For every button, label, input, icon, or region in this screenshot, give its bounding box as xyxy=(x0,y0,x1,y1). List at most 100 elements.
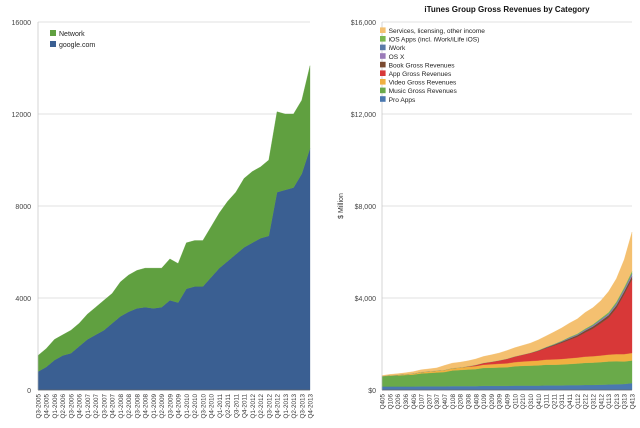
c1-xtick-label: Q207 xyxy=(426,394,433,410)
c0-xtick-label: Q2-2007 xyxy=(93,394,100,419)
c0-legend-swatch xyxy=(50,30,56,36)
c1-legend-swatch xyxy=(380,44,386,51)
c1-legend-swatch xyxy=(380,79,386,85)
c0-ytick-label: 12000 xyxy=(12,112,32,119)
c1-xtick-label: Q111 xyxy=(544,394,551,409)
c1-xtick-label: Q112 xyxy=(575,394,582,409)
c1-xtick-label: Q113 xyxy=(606,394,613,409)
c0-xtick-label: Q4-2013 xyxy=(308,394,315,419)
c1-xtick-label: Q209 xyxy=(489,394,496,410)
c1-xtick-label: Q313 xyxy=(622,394,629,410)
c1-xtick-label: Q409 xyxy=(505,394,512,410)
c0-xtick-label: Q4-2012 xyxy=(275,394,282,419)
c0-xtick-label: Q3-2005 xyxy=(36,394,43,419)
c0-legend-label: Network xyxy=(59,31,85,38)
c0-xtick-label: Q2-2013 xyxy=(291,394,298,419)
c0-xtick-label: Q3-2011 xyxy=(233,394,240,419)
c0-xtick-label: Q4-2011 xyxy=(242,394,249,419)
c1-legend-label: Music Gross Revenues xyxy=(389,88,458,95)
c0-ytick-label: 0 xyxy=(27,388,31,395)
c1-legend-label: iWork xyxy=(389,45,406,52)
c1-xtick-label: Q411 xyxy=(567,394,574,409)
c0-xtick-label: Q1-2013 xyxy=(283,394,290,419)
c0-xtick-label: Q1-2009 xyxy=(151,394,158,419)
c1-xtick-label: Q410 xyxy=(536,394,543,410)
c1-legend-label: Book Gross Revenues xyxy=(389,62,456,69)
c1-ytick-label: $12,000 xyxy=(351,112,376,119)
c1-xtick-label: Q107 xyxy=(419,394,426,410)
c0-xtick-label: Q4-2010 xyxy=(209,394,216,419)
c1-legend-swatch xyxy=(380,61,386,68)
c1-ytick-label: $4,000 xyxy=(355,296,377,303)
c1-xtick-label: Q311 xyxy=(559,394,566,409)
c1-xtick-label: Q309 xyxy=(497,394,504,410)
chart-google-revenue: 0 4000 8000 12000 16000 Q3-2005 Q4-2005 Q1-2006… xyxy=(12,20,315,419)
c1-ytick-label: $0 xyxy=(368,388,376,395)
c1-xtick-label: Q109 xyxy=(481,394,488,410)
c0-ytick-label: 8000 xyxy=(15,204,31,211)
c0-xtick-label: Q2-2010 xyxy=(192,394,199,419)
c0-xtick-label: Q1-2010 xyxy=(184,394,191,419)
c0-xtick-label: Q3-2006 xyxy=(68,394,75,419)
c0-xtick-label: Q3-2010 xyxy=(200,394,207,419)
c0-area-network xyxy=(37,65,311,372)
c0-xtick-label: Q3-2007 xyxy=(101,394,108,419)
c1-chart-title: iTunes Group Gross Revenues by Category xyxy=(424,5,590,14)
c0-xtick-label: Q2-2012 xyxy=(258,394,265,419)
c1-xtick-label: Q412 xyxy=(598,394,605,410)
c0-legend-label: google.com xyxy=(59,42,95,49)
c0-xtick-label: Q4-2007 xyxy=(110,394,117,419)
c1-xtick-label: Q406 xyxy=(411,394,418,410)
c0-xtick-label: Q4-2006 xyxy=(77,394,84,419)
c0-ytick-label: 16000 xyxy=(12,20,32,27)
c1-xtick-label: Q212 xyxy=(583,394,590,410)
c1-ytick-label: $8,000 xyxy=(355,204,377,211)
c1-xtick-label: Q408 xyxy=(473,394,480,410)
c1-xtick-label: Q405 xyxy=(380,394,387,410)
c0-xtick-label: Q3-2009 xyxy=(167,394,174,419)
c1-xtick-label: Q413 xyxy=(630,394,637,410)
c1-legend-label: App Gross Revenues xyxy=(389,71,452,78)
c1-legend-label: iOS Apps (incl. iWork/iLife iOS) xyxy=(389,37,480,44)
c0-xtick-label: Q1-2007 xyxy=(85,394,92,419)
c1-xtick-label: Q213 xyxy=(614,394,621,410)
chart-itunes-revenue: $0 $4,000 $8,000 $12,000 $16,000 Q405 Q106 Q206… xyxy=(338,5,637,409)
c1-area-services-licensing-other-income xyxy=(381,231,633,377)
c1-xtick-label: Q208 xyxy=(458,394,465,410)
c1-legend-label: OS X xyxy=(389,54,405,61)
c1-xtick-label: Q306 xyxy=(403,394,410,410)
c1-legend-swatch xyxy=(380,96,386,102)
c1-legend-swatch xyxy=(380,87,386,94)
c1-legend-label: Services, licensing, other income xyxy=(389,28,486,35)
c0-xtick-label: Q1-2012 xyxy=(250,394,257,419)
c1-xtick-label: Q308 xyxy=(465,394,472,410)
c1-xtick-label: Q211 xyxy=(551,394,558,409)
c0-xtick-label: Q3-2013 xyxy=(299,394,306,419)
c0-ytick-label: 4000 xyxy=(15,296,31,303)
c1-xtick-label: Q206 xyxy=(395,394,402,410)
c0-xtick-label: Q2-2006 xyxy=(60,394,67,419)
c1-xtick-label: Q110 xyxy=(512,394,519,409)
c1-xtick-label: Q312 xyxy=(590,394,597,410)
c0-xtick-label: Q4-2005 xyxy=(44,394,51,419)
c1-xtick-label: Q106 xyxy=(387,394,394,410)
c0-xtick-label: Q3-2008 xyxy=(134,394,141,419)
c0-xtick-label: Q3-2012 xyxy=(266,394,273,419)
c1-legend-label: Pro Apps xyxy=(389,97,416,104)
c1-legend-swatch xyxy=(380,53,386,59)
c0-xtick-label: Q1-2008 xyxy=(118,394,125,419)
c1-xtick-label: Q210 xyxy=(520,394,527,410)
c0-xtick-label: Q1-2011 xyxy=(217,394,224,419)
c1-xtick-label: Q307 xyxy=(434,394,441,410)
c1-xtick-label: Q310 xyxy=(528,394,535,410)
c0-legend-swatch xyxy=(50,41,56,47)
c1-legend-swatch xyxy=(380,27,386,33)
c0-xtick-label: Q2-2008 xyxy=(126,394,133,419)
c1-legend-label: Video Gross Revenues xyxy=(389,80,457,87)
c1-legend-swatch xyxy=(380,70,386,76)
c1-y-axis-label: $ Million xyxy=(338,193,345,219)
c0-xtick-label: Q1-2006 xyxy=(52,394,59,419)
c0-xtick-label: Q4-2008 xyxy=(143,394,150,419)
c1-xtick-label: Q108 xyxy=(450,394,457,410)
